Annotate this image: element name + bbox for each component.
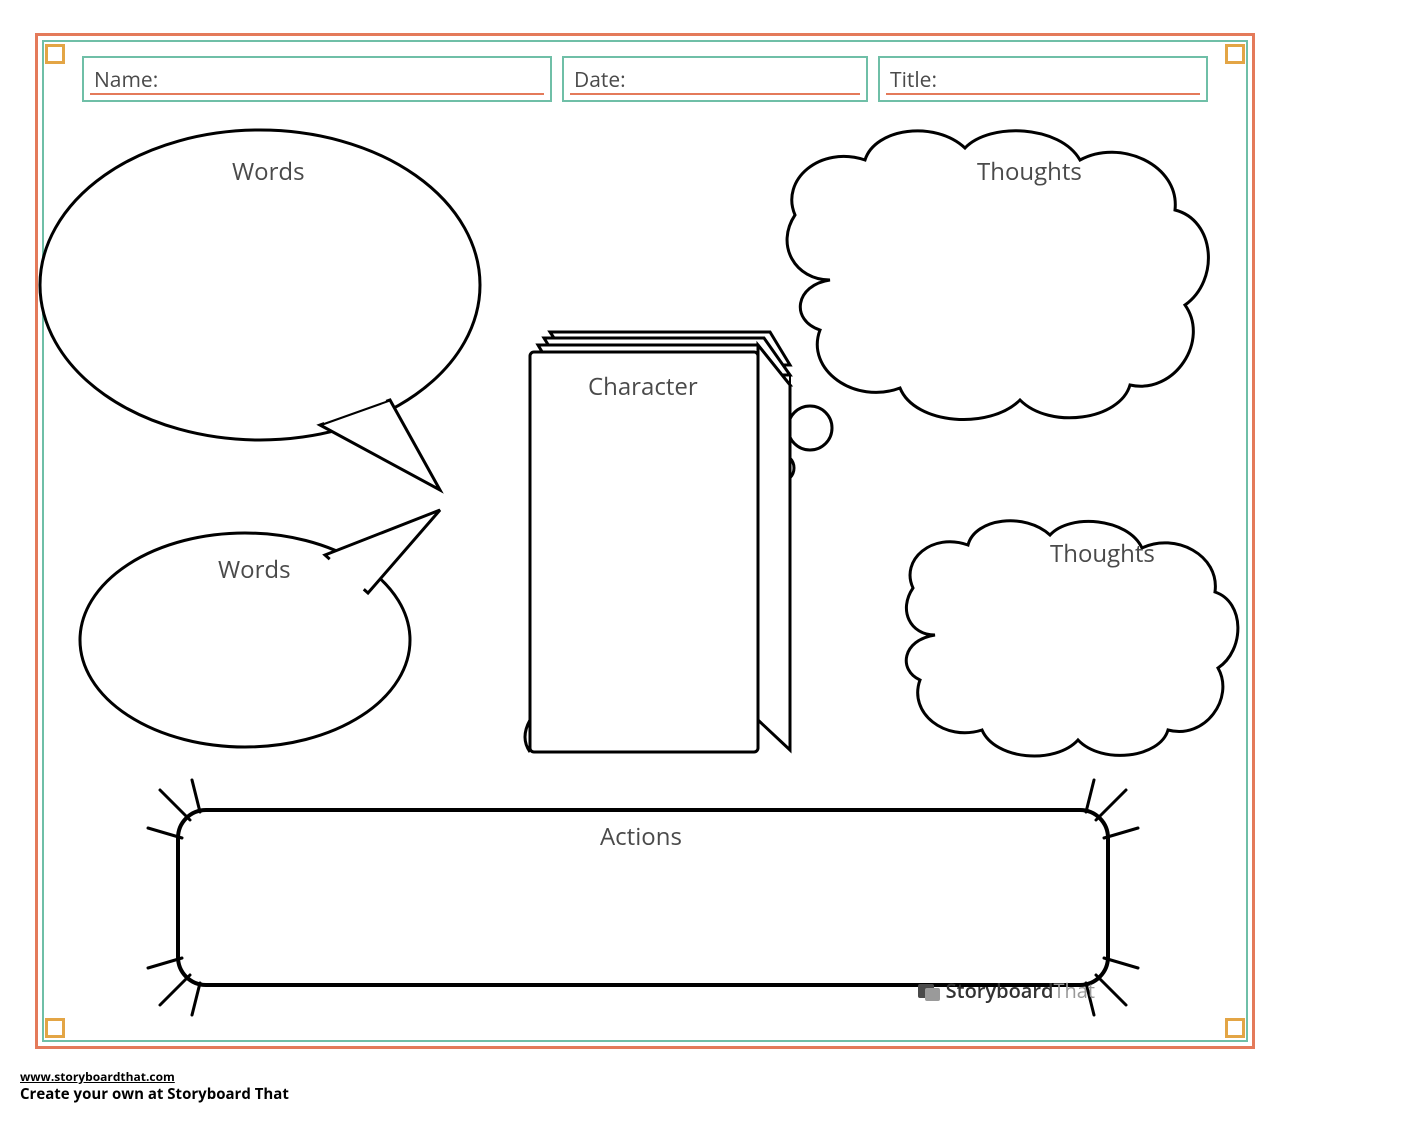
thought-dot-icon [788,406,832,450]
brand-icon [918,981,940,1001]
brand-text-bold: Storyboard [946,977,1054,1004]
thoughts-small-label: Thoughts [1050,537,1155,570]
words-large-label: Words [232,155,305,188]
brand-text-light: That [1053,977,1095,1004]
footer-tagline: Create your own at Storyboard That [20,1084,289,1104]
brand-logo: StoryboardThat [918,977,1095,1004]
words-bubble-small-icon [80,510,440,747]
footer-url[interactable]: www.storyboardthat.com [20,1068,175,1085]
actions-label: Actions [600,820,682,853]
character-label: Character [588,370,698,403]
worksheet-page: Name: Date: Title: [20,20,1270,1062]
words-small-label: Words [218,553,291,586]
thoughts-large-label: Thoughts [977,155,1082,188]
